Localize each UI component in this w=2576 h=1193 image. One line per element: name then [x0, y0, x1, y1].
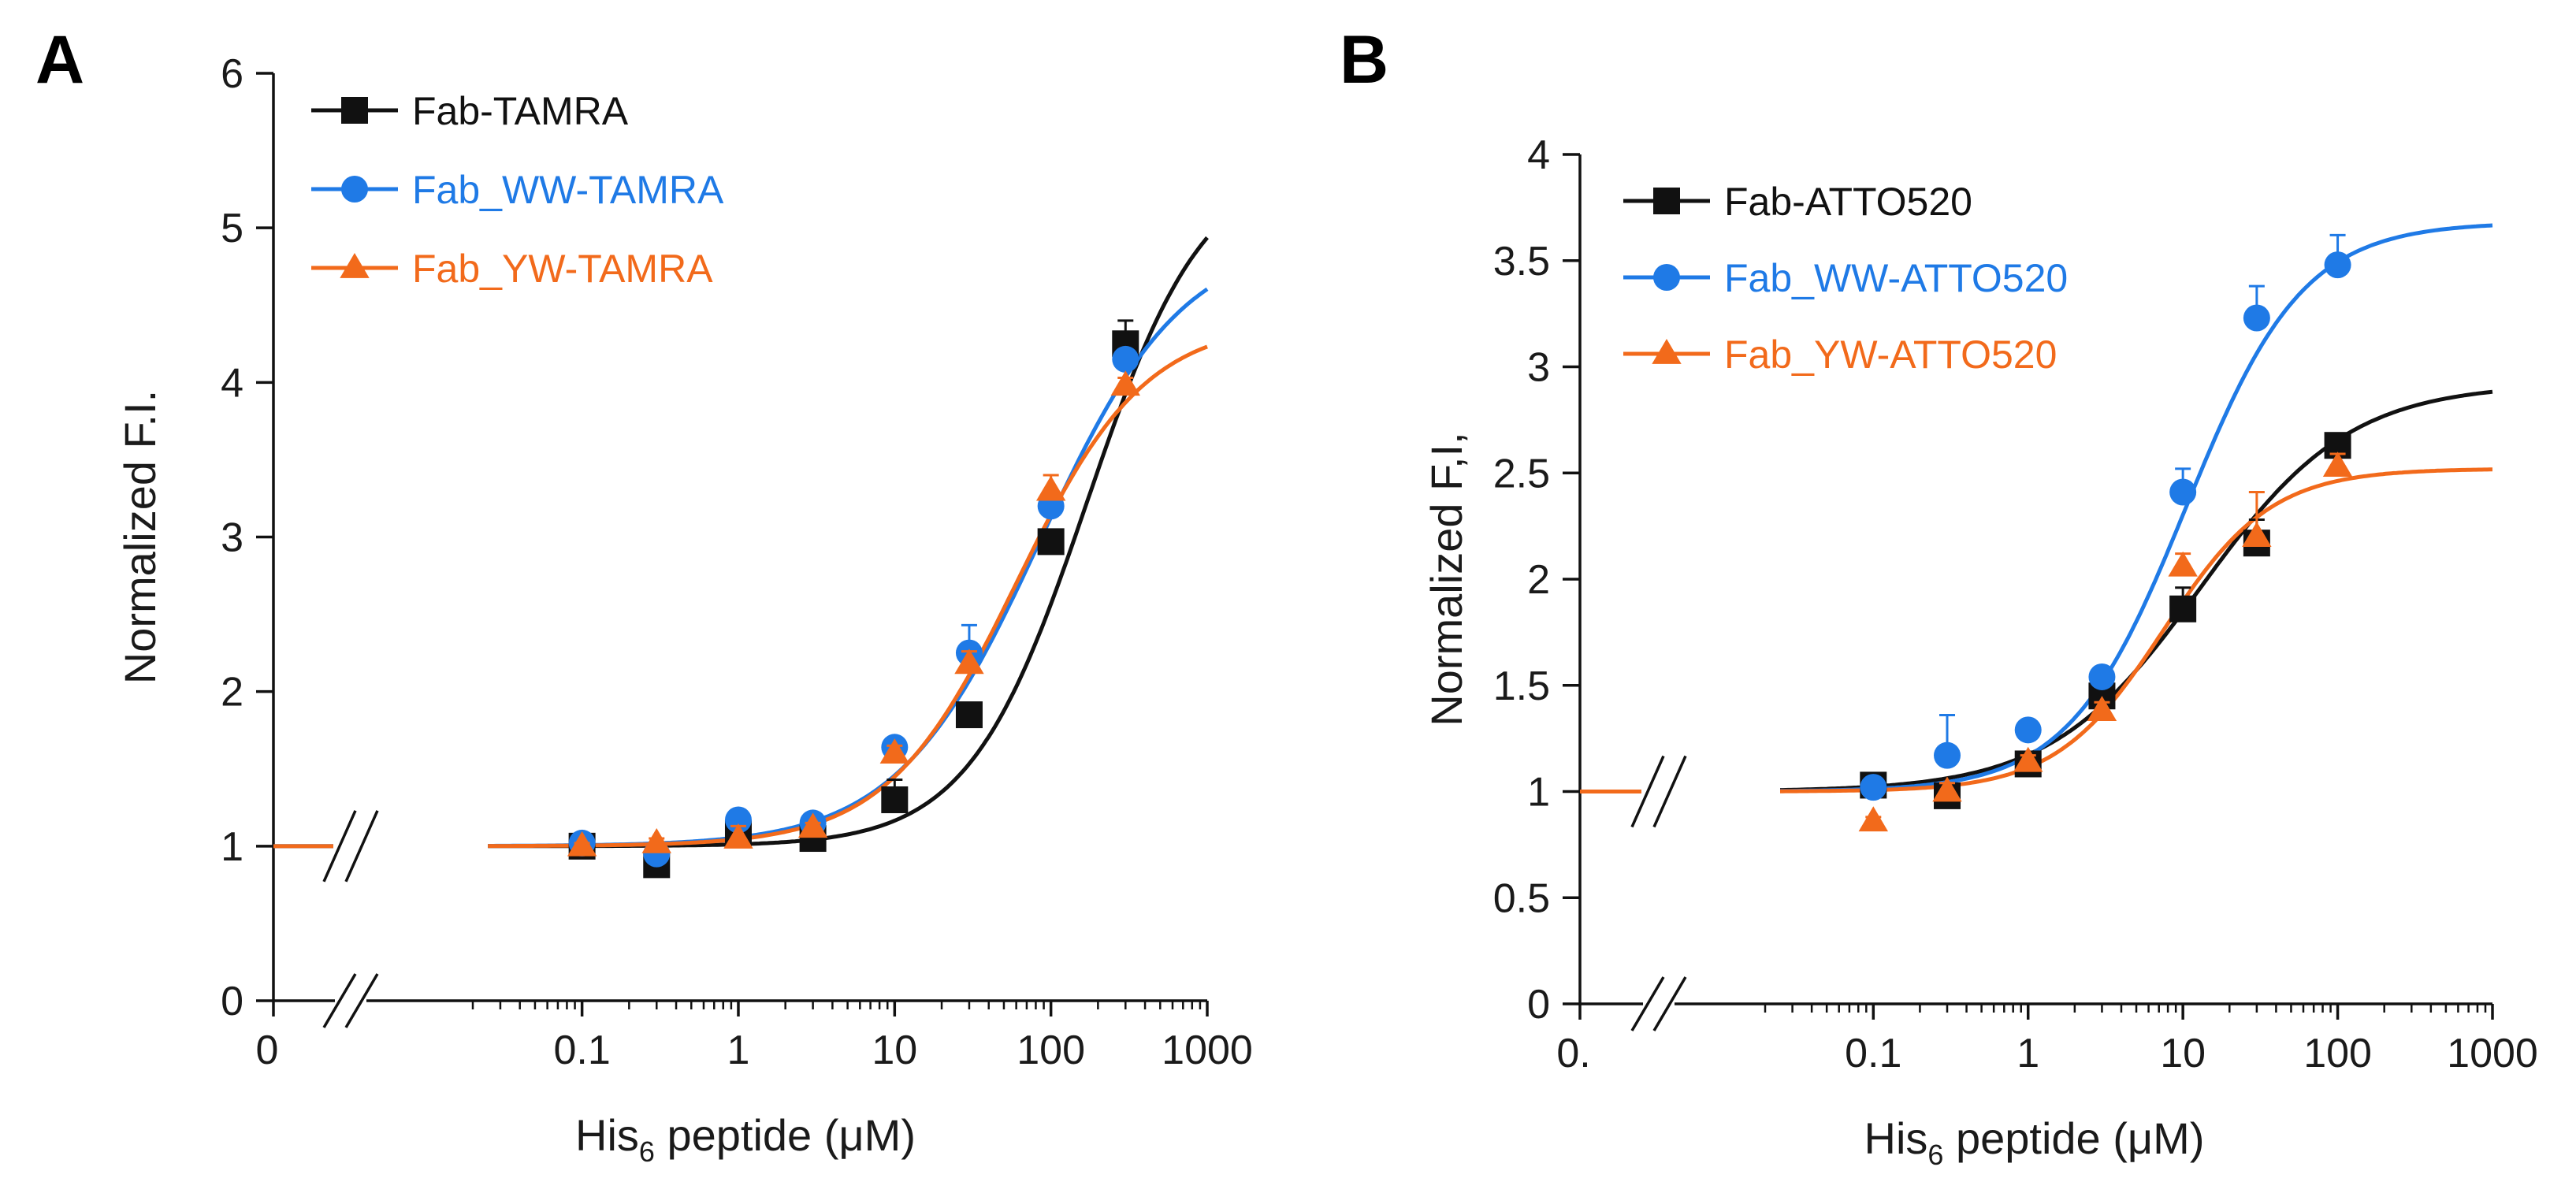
legend-label: Fab_YW-ATTO520 — [1724, 333, 2057, 377]
fit-curve-3 — [1580, 467, 2492, 793]
y-tick-label: 4 — [1527, 132, 1550, 178]
y-tick-label: 2 — [221, 670, 243, 715]
legend-marker-triangle — [340, 253, 370, 278]
data-point-circle — [1112, 345, 1139, 373]
y-tick-label: 6 — [221, 51, 243, 97]
data-point-triangle — [954, 649, 984, 675]
data-point-circle — [2243, 304, 2270, 332]
legend-label: Fab-ATTO520 — [1724, 180, 1972, 224]
data-point-circle — [1934, 741, 1961, 769]
curve-break-mark — [1652, 755, 1687, 828]
x-tick-label: 1 — [727, 1028, 750, 1073]
y-tick-label: 0 — [221, 979, 243, 1024]
panel-letter: B — [1340, 22, 1388, 98]
x-axis-title-main: His — [575, 1110, 639, 1160]
data-point-triangle — [879, 738, 910, 764]
y-tick-label: 2 — [1527, 557, 1550, 603]
data-point-triangle — [567, 831, 597, 857]
data-point-triangle — [2168, 551, 2198, 577]
curve-break-mark — [1630, 755, 1665, 828]
data-point-triangle — [2087, 696, 2117, 721]
legend-label: Fab_WW-ATTO520 — [1724, 256, 2068, 300]
data-point-triangle — [2322, 452, 2353, 478]
legend-label: Fab_WW-TAMRA — [412, 168, 724, 212]
x-tick-label: 10 — [872, 1028, 917, 1073]
curve-break-mark — [322, 810, 357, 883]
x-tick-label: 0.1 — [1845, 1031, 1901, 1076]
x-tick-label: 1 — [2017, 1031, 2039, 1076]
y-tick-label: 1 — [221, 824, 243, 870]
x-tick-label: 10 — [2160, 1031, 2206, 1076]
y-tick-label: 1.5 — [1493, 663, 1550, 709]
x-tick-label: 100 — [1017, 1028, 1085, 1073]
legend-label: Fab_YW-TAMRA — [412, 247, 713, 291]
y-tick-label: 0 — [1527, 982, 1550, 1028]
x-axis-break-mark — [1652, 976, 1687, 1031]
fit-curve-3 — [273, 344, 1208, 849]
data-point-triangle — [1035, 475, 1066, 501]
data-point-square — [2169, 595, 2197, 623]
legend-marker-triangle — [1652, 339, 1682, 364]
y-tick-label: 2.5 — [1493, 451, 1550, 496]
x-tick-label-zero: 0 — [256, 1028, 279, 1073]
y-tick-label: 1 — [1527, 770, 1550, 816]
y-axis-title: Normalized F.I. — [115, 390, 165, 684]
y-tick-label: 3 — [221, 515, 243, 561]
panel-b: B 0 0.5 1 1.5 2 2.5 3 3.5 4 0. 0.1 1 10 100 1000 His6 pe… — [1340, 22, 2538, 1171]
x-axis-title-rest: peptide (μM) — [655, 1110, 916, 1160]
x-axis-title: His6 peptide (μM) — [575, 1110, 916, 1168]
x-tick-label: 1000 — [2447, 1031, 2538, 1076]
data-point-triangle — [2242, 522, 2272, 547]
data-point-triangle — [641, 827, 671, 853]
data-point-square — [881, 786, 909, 813]
y-tick-label: 3.5 — [1493, 239, 1550, 284]
x-axis-title-rest: peptide (μM) — [1943, 1113, 2204, 1163]
data-point-triangle — [1858, 806, 1888, 832]
data-point-triangle — [2013, 746, 2043, 772]
data-point-triangle — [1932, 776, 1962, 802]
data-point-square — [955, 701, 983, 729]
x-tick-label-zero: 0. — [1556, 1031, 1590, 1076]
data-point-triangle — [797, 812, 828, 838]
y-tick-label: 3 — [1527, 345, 1550, 391]
data-point-circle — [2014, 716, 2042, 744]
x-axis-break-mark — [1630, 976, 1665, 1031]
panel-letter: A — [35, 22, 84, 98]
x-tick-label: 0.1 — [553, 1028, 610, 1073]
x-tick-label: 1000 — [1162, 1028, 1253, 1073]
y-tick-label: 5 — [221, 206, 243, 251]
x-axis-title: His6 peptide (μM) — [1864, 1113, 2205, 1171]
x-axis-title-subscript: 6 — [639, 1135, 655, 1168]
legend-marker-square — [1653, 188, 1680, 214]
legend-marker-circle — [341, 176, 368, 203]
y-tick-label: 0.5 — [1493, 875, 1550, 921]
y-tick-label: 4 — [221, 360, 243, 406]
legend-label: Fab-TAMRA — [412, 89, 629, 133]
data-point-circle — [1860, 774, 1887, 801]
curve-break-mark — [344, 810, 379, 883]
x-axis-break-mark — [322, 973, 357, 1028]
data-point-square — [1037, 528, 1065, 556]
legend-marker-circle — [1653, 264, 1680, 291]
y-axis-title: Normalized F,I, — [1422, 432, 1471, 726]
data-point-triangle — [1110, 370, 1140, 396]
x-axis-title-main: His — [1864, 1113, 1928, 1163]
data-point-circle — [2324, 251, 2351, 279]
data-point-triangle — [723, 823, 753, 849]
legend-marker-square — [341, 97, 368, 124]
x-axis-break-mark — [344, 973, 379, 1028]
x-tick-label: 100 — [2303, 1031, 2372, 1076]
x-axis-title-subscript: 6 — [1927, 1139, 1943, 1171]
data-point-circle — [2169, 478, 2197, 506]
data-point-circle — [2088, 663, 2116, 690]
